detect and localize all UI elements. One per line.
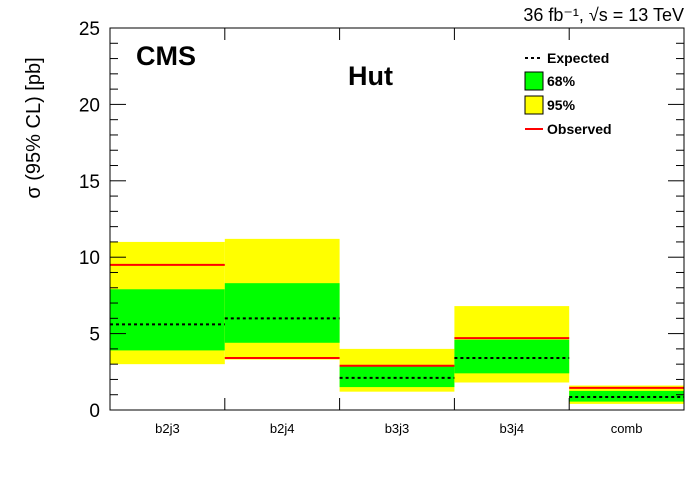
x-category-label: comb: [611, 421, 643, 436]
legend: Expected 68% 95% Observed: [524, 50, 612, 137]
y-axis-label: σ (95% CL) [pb]: [23, 57, 45, 198]
x-category-label: b2j3: [155, 421, 180, 436]
experiment-label: CMS: [136, 41, 196, 71]
y-tick-label: 0: [89, 401, 100, 422]
x-category-label: b3j4: [500, 421, 525, 436]
header-right: 36 fb⁻¹, √s = 13 TeV: [523, 5, 684, 25]
band-68-b3j4: [454, 339, 570, 374]
y-tick-label: 5: [89, 325, 100, 346]
x-category-label: b3j3: [385, 421, 410, 436]
legend-band-swatch: [524, 95, 544, 115]
band-68-b3j3: [339, 365, 455, 388]
y-tick-label: 15: [79, 172, 100, 193]
legend-label: 95%: [547, 97, 576, 113]
limit-lines: [110, 263, 684, 399]
band-68-b2j3: [110, 289, 225, 351]
legend-band-swatch: [524, 71, 544, 91]
legend-label: Expected: [547, 50, 609, 66]
band-68-b2j4: [224, 283, 340, 343]
legend-label: Observed: [547, 121, 612, 137]
y-tick-label: 25: [79, 19, 100, 40]
axes: 0 5 10 15 20 25 b2j3 b2j4 b3j3 b3j4 comb: [79, 19, 684, 436]
plot-frame: [109, 27, 685, 411]
legend-label: 68%: [547, 73, 576, 89]
y-tick-label: 20: [79, 95, 100, 116]
y-tick-label: 10: [79, 248, 100, 269]
band-68-comb: [569, 390, 684, 402]
uncertainty-bands: [110, 238, 684, 404]
channel-label: Hut: [348, 61, 393, 91]
x-category-label: b2j4: [270, 421, 295, 436]
